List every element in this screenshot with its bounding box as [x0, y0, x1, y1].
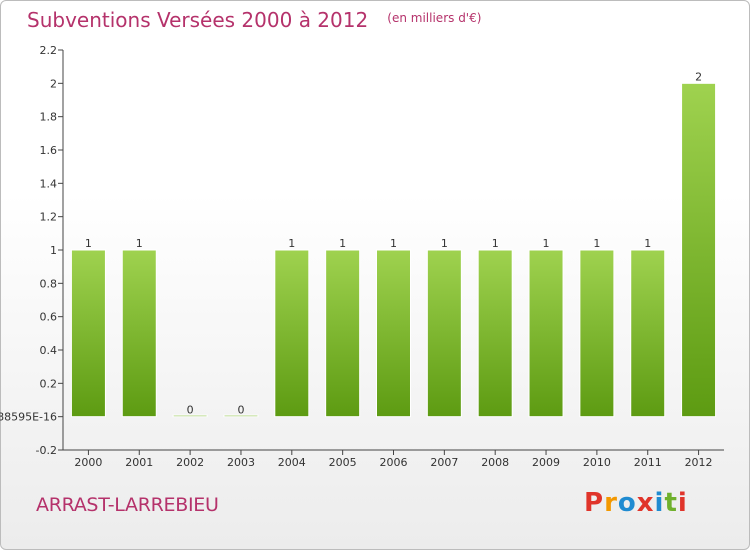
bar — [528, 249, 564, 418]
y-tick-label: 1.2 — [40, 211, 58, 224]
y-tick-label: 1.8 — [40, 111, 58, 124]
y-tick-label: 0.8 — [40, 277, 58, 290]
logo-letter: r — [604, 488, 618, 518]
data-label: 0 — [187, 404, 194, 417]
bar — [70, 249, 106, 418]
data-label: 1 — [644, 237, 651, 250]
bar — [376, 249, 411, 418]
bar — [426, 249, 462, 418]
y-tick-label: 1 — [50, 244, 57, 257]
bar — [121, 249, 157, 418]
y-tick-label: 0.6 — [40, 311, 58, 324]
x-tick-label: 2010 — [583, 456, 611, 469]
x-tick-label: 2011 — [634, 456, 662, 469]
bar — [681, 82, 717, 418]
title-row: Subventions Versées 2000 à 2012 (en mill… — [27, 8, 481, 32]
x-tick-label: 2003 — [227, 456, 255, 469]
bar — [325, 249, 361, 418]
x-tick-label: 2005 — [329, 456, 357, 469]
x-tick-label: 2000 — [74, 456, 102, 469]
logo-letter: P — [584, 488, 605, 518]
data-label: 1 — [390, 237, 397, 250]
bar — [172, 414, 208, 418]
bar — [630, 249, 666, 418]
x-tick-label: 2009 — [532, 456, 560, 469]
data-label: 1 — [85, 237, 92, 250]
y-tick-label: 0.2 — [40, 377, 58, 390]
y-tick-label: 1.4 — [40, 177, 58, 190]
data-label: 1 — [136, 237, 143, 250]
y-tick-label: 2 — [50, 77, 57, 90]
data-label: 1 — [288, 237, 295, 250]
logo-letter: i — [654, 488, 665, 518]
logo-letter: i — [677, 488, 688, 518]
data-label: 0 — [237, 404, 244, 417]
data-label: 1 — [441, 237, 448, 250]
y-tick-label: -1.5265566588595E-16 — [0, 411, 57, 424]
bar — [477, 249, 513, 418]
x-tick-label: 2001 — [125, 456, 153, 469]
logo-letter: t — [664, 488, 678, 518]
data-label: 1 — [492, 237, 499, 250]
logo-letter: o — [617, 488, 637, 518]
data-label: 1 — [339, 237, 346, 250]
x-tick-label: 2002 — [176, 456, 204, 469]
y-tick-label: 1.6 — [40, 144, 58, 157]
y-tick-label: 2.2 — [40, 44, 58, 57]
location-name: ARRAST-LARREBIEU — [36, 494, 219, 516]
x-tick-label: 2004 — [278, 456, 306, 469]
labels: 1 1 0 0 1 1 1 1 1 1 1 1 2 — [85, 70, 702, 416]
chart-title: Subventions Versées 2000 à 2012 — [27, 8, 369, 32]
data-label: 1 — [543, 237, 550, 250]
axes: -0.2 -1.5265566588595E-16 0.2 0.4 0.6 0.8 1 1.2… — [0, 44, 724, 469]
x-tick-label: 2008 — [481, 456, 509, 469]
bar — [223, 414, 259, 418]
x-tick-label: 2012 — [685, 456, 713, 469]
bars — [70, 82, 717, 418]
chart-subtitle: (en milliers d'€) — [387, 11, 482, 25]
x-tick-label: 2007 — [430, 456, 458, 469]
x-tick-label: 2006 — [380, 456, 408, 469]
data-label: 1 — [593, 237, 600, 250]
data-label: 2 — [695, 70, 702, 83]
logo-letter: x — [636, 488, 655, 518]
y-tick-label: -0.2 — [36, 444, 57, 457]
y-tick-label: 0.4 — [40, 344, 58, 357]
bar — [579, 249, 615, 418]
proxiti-logo: Proxiti — [584, 488, 688, 518]
bar — [274, 249, 310, 418]
